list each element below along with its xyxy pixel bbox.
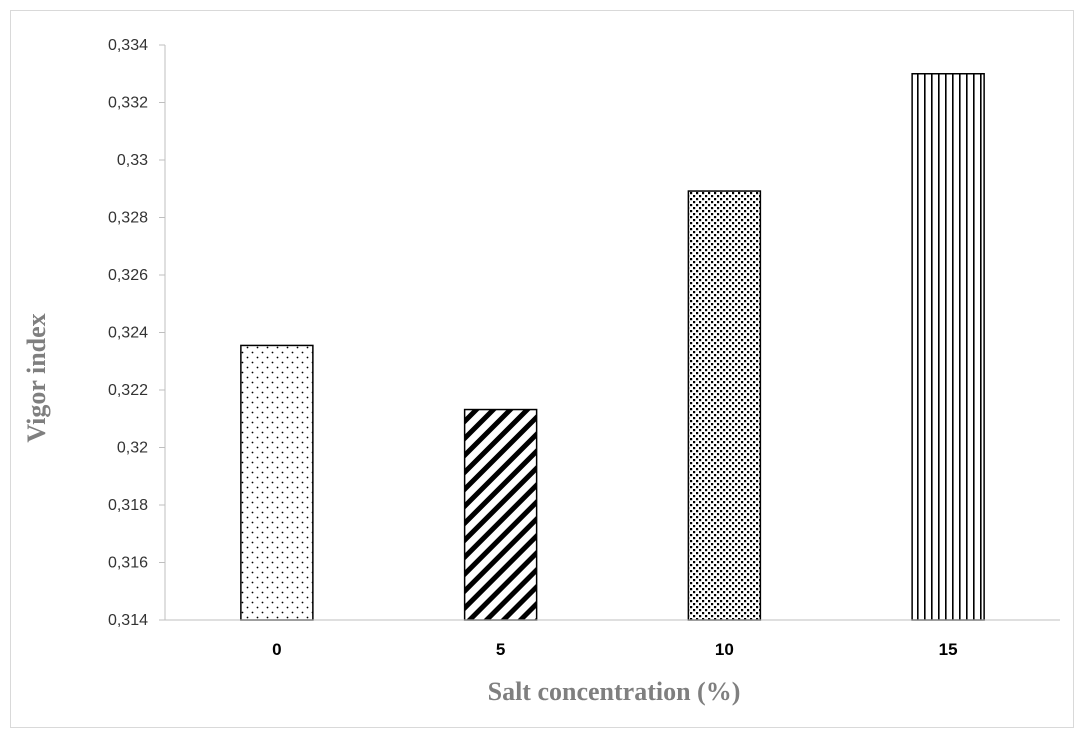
bar-15 [911, 73, 985, 621]
y-tick-label: 0,328 [108, 210, 148, 227]
bars [240, 73, 985, 621]
y-tick-label: 0,332 [108, 95, 148, 112]
y-tick-label: 0,32 [117, 440, 148, 457]
y-axis: 0,314 0,316 0,318 0,32 0,322 0,324 0,326 0,328 0… [108, 37, 166, 629]
x-tick-label: 15 [939, 640, 958, 659]
y-tick-label: 0,33 [117, 152, 148, 169]
bar-5 [463, 408, 538, 621]
y-tick-label: 0,318 [108, 497, 148, 514]
y-tick-label: 0,334 [108, 37, 148, 54]
y-tick-label: 0,314 [108, 612, 148, 629]
x-tick-label: 5 [496, 640, 505, 659]
y-tick-label: 0,324 [108, 325, 148, 342]
x-axis-title: Salt concentration (%) [488, 677, 741, 706]
y-tick-label: 0,322 [108, 382, 148, 399]
chart-frame [10, 10, 1074, 728]
bar-0 [240, 344, 314, 621]
x-tick-label: 0 [272, 640, 281, 659]
y-axis-title: Vigor index [22, 313, 51, 442]
y-tick-label: 0,316 [108, 555, 148, 572]
bar-10 [687, 190, 762, 621]
x-axis: 0 5 10 15 [165, 619, 1060, 659]
y-tick-label: 0,326 [108, 267, 148, 284]
x-tick-label: 10 [715, 640, 734, 659]
